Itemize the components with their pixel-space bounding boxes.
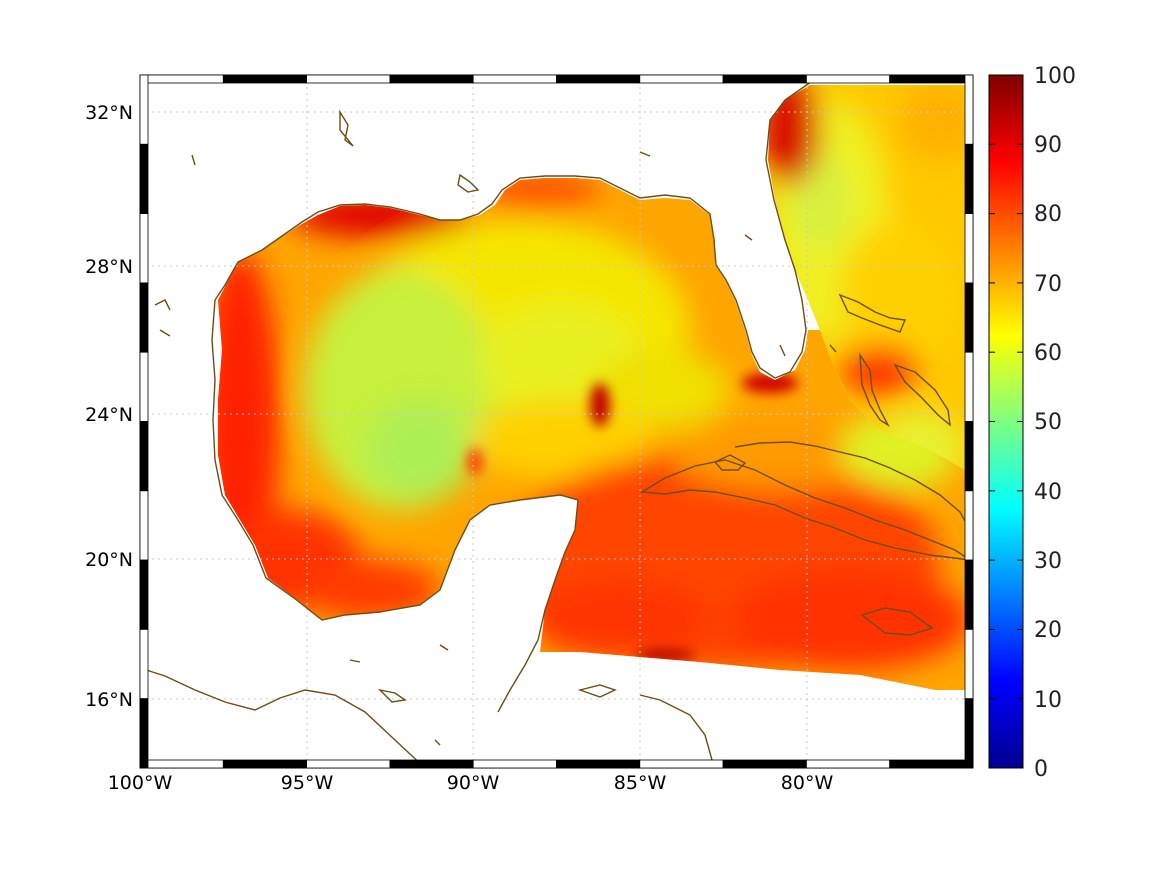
frame-segment xyxy=(722,74,807,84)
lon-tick-label: 100°W xyxy=(108,772,173,794)
frame-segment xyxy=(139,74,224,84)
frame-segment xyxy=(964,421,974,492)
lon-tick-label: 85°W xyxy=(614,772,667,794)
frame-segment xyxy=(139,759,224,769)
frame-segment xyxy=(639,74,724,84)
frame-segment xyxy=(389,74,474,84)
frame-segment xyxy=(472,74,557,84)
frame-segment xyxy=(964,351,974,422)
lon-tick-label: 80°W xyxy=(781,772,834,794)
frame-segment xyxy=(139,629,149,700)
lat-tick-label: 24°N xyxy=(85,404,133,426)
frame-segment xyxy=(139,74,149,145)
colorbar-ticks xyxy=(989,74,1023,769)
coastlines xyxy=(139,74,971,769)
frame-segment xyxy=(964,282,974,353)
frame-segment xyxy=(222,74,308,84)
map-frame xyxy=(139,74,974,769)
lat-tick-label: 28°N xyxy=(85,256,133,278)
frame-segment xyxy=(964,213,974,284)
colorbar-label: 70 xyxy=(1034,272,1062,297)
frame-segment xyxy=(139,213,149,284)
frame-segment xyxy=(306,759,391,769)
frame-segment xyxy=(139,351,149,422)
colorbar-label: 40 xyxy=(1034,480,1062,505)
lat-tick-label: 32°N xyxy=(85,102,133,124)
frame-segment xyxy=(139,490,149,561)
frame-segment xyxy=(222,759,308,769)
colorbar-label: 100 xyxy=(1034,64,1076,89)
frame-segment xyxy=(389,759,474,769)
frame-segment xyxy=(556,759,641,769)
frame-segment xyxy=(964,490,974,561)
frame-segment xyxy=(139,698,149,769)
lon-tick-label: 90°W xyxy=(447,772,500,794)
frame-segment xyxy=(964,74,974,145)
colorbar-label: 20 xyxy=(1034,618,1062,643)
frame-segment xyxy=(556,74,641,84)
lon-tick-label: 95°W xyxy=(281,772,334,794)
colorbar-label: 0 xyxy=(1034,757,1048,782)
lon-tick-labels: 100°W 95°W 90°W 85°W 80°W xyxy=(108,772,834,794)
colorbar-tick-labels: 100 90 80 70 60 50 40 30 20 10 0 xyxy=(1034,64,1076,782)
frame-segment xyxy=(889,759,974,769)
frame-segment xyxy=(806,74,891,84)
frame-segment xyxy=(889,74,974,84)
frame-segment xyxy=(639,759,724,769)
field-layer xyxy=(218,85,965,690)
frame-segment xyxy=(964,143,974,215)
colorbar-label: 60 xyxy=(1034,341,1062,366)
colorbar-label: 90 xyxy=(1034,133,1062,158)
frame-segment xyxy=(306,74,391,84)
frame-segment xyxy=(964,629,974,700)
lat-tick-label: 16°N xyxy=(85,689,133,711)
frame-segment xyxy=(472,759,557,769)
frame-segment xyxy=(722,759,807,769)
colorbar: 100 90 80 70 60 50 40 30 20 10 0 xyxy=(988,64,1076,782)
frame-segment xyxy=(139,421,149,492)
frame-segment xyxy=(964,559,974,630)
colorbar-label: 50 xyxy=(1034,410,1062,435)
frame-segment xyxy=(139,282,149,353)
colorbar-label: 10 xyxy=(1034,688,1062,713)
lat-tick-labels: 32°N 28°N 24°N 20°N 16°N xyxy=(85,102,133,711)
frame-segment xyxy=(139,143,149,215)
colorbar-label: 30 xyxy=(1034,549,1062,574)
frame-segment xyxy=(964,698,974,769)
colorbar-label: 80 xyxy=(1034,202,1062,227)
frame-segment xyxy=(806,759,891,769)
lat-tick-label: 20°N xyxy=(85,549,133,571)
frame-segment xyxy=(139,559,149,630)
